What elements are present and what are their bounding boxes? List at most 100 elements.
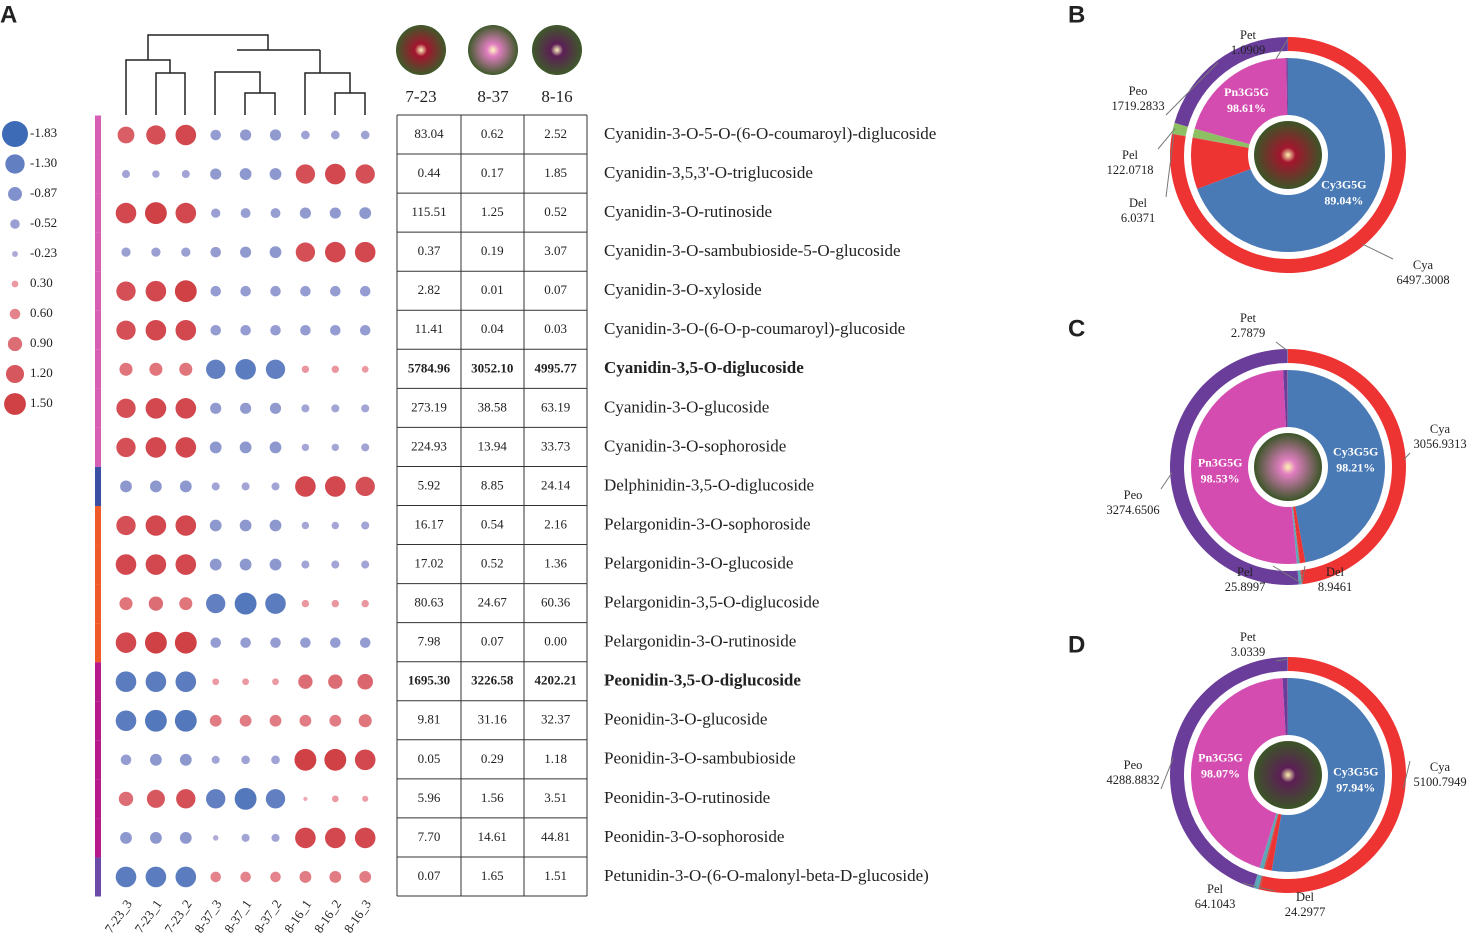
bubble <box>175 437 197 458</box>
table-cell: 7.98 <box>418 634 441 649</box>
bubble <box>354 241 376 263</box>
segment-value: 8.9461 <box>1318 580 1352 594</box>
bubble <box>116 515 136 536</box>
table-cell: 2.52 <box>544 126 567 141</box>
outer-segment <box>1258 875 1264 890</box>
bubble <box>117 126 135 144</box>
compound-name: Peonidin-3-O-rutinoside <box>604 788 770 807</box>
compound-name: Delphinidin-3,5-O-diglucoside <box>604 475 814 494</box>
inner-value: 98.53% <box>1201 472 1240 486</box>
table-cell: 0.37 <box>418 243 441 258</box>
table-cell: 33.73 <box>541 438 570 453</box>
bubble <box>265 593 286 614</box>
bubble <box>325 827 346 849</box>
compound-name: Petunidin-3-O-(6-O-malonyl-beta-D-glucos… <box>604 866 929 885</box>
bubble <box>240 285 251 297</box>
bubble <box>145 866 167 888</box>
compound-name: Cyanidin-3-O-glucoside <box>604 397 769 416</box>
bubble <box>179 362 193 376</box>
bubble <box>331 404 340 413</box>
sample-label: 8-37 <box>477 87 509 106</box>
bubble <box>179 832 192 844</box>
bubble <box>145 280 167 302</box>
bubble <box>299 714 312 727</box>
table-cell: 0.04 <box>481 321 504 336</box>
table-cell: 273.19 <box>411 399 447 414</box>
legend-label: 1.50 <box>30 395 53 410</box>
table-cell: 80.63 <box>414 595 443 610</box>
compound-name: Cyanidin-3-O-(6-O-p-coumaroyl)-glucoside <box>604 319 905 338</box>
legend-bubble <box>10 219 20 229</box>
bubble <box>240 402 252 414</box>
compound-name: Cyanidin-3,5,3'-O-triglucoside <box>604 163 813 182</box>
group-bar <box>95 232 101 272</box>
inner-value: 89.04% <box>1324 194 1363 208</box>
inner-value: 98.07% <box>1201 767 1240 781</box>
bubble <box>211 482 220 491</box>
bubble <box>301 443 310 452</box>
column-label: 8-37_1 <box>221 897 254 935</box>
group-bar <box>95 271 101 311</box>
table-cell: 0.17 <box>481 165 504 180</box>
flower-photo <box>532 25 582 75</box>
bubble <box>149 362 163 376</box>
table-cell: 14.61 <box>478 829 507 844</box>
table-cell: 3.51 <box>544 790 567 805</box>
bubble <box>242 678 249 686</box>
legend-bubble <box>4 393 26 415</box>
bubble <box>270 208 281 219</box>
legend-bubble <box>5 364 25 384</box>
bubble <box>331 560 340 569</box>
bubble <box>299 207 311 219</box>
compound-name: Pelargonidin-3-O-glucoside <box>604 553 793 572</box>
bubble <box>360 130 370 140</box>
segment-value: 6497.3008 <box>1396 273 1449 287</box>
legend-bubble <box>8 187 22 201</box>
bubble <box>270 871 281 883</box>
bubble <box>331 599 339 608</box>
column-label: 8-37_2 <box>251 897 284 935</box>
bubble <box>325 241 346 263</box>
segment-value: 3056.9313 <box>1413 437 1466 451</box>
bubble <box>206 359 226 379</box>
bubble <box>209 519 222 532</box>
outer-segment <box>1169 349 1299 586</box>
compound-name: Cyanidin-3-O-sophoroside <box>604 436 786 455</box>
bubble <box>239 441 252 454</box>
bubble <box>271 833 280 842</box>
bubble <box>211 755 220 764</box>
legend-bubble <box>5 154 25 174</box>
segment-value: 1.0909 <box>1231 43 1265 57</box>
table-cell: 5.92 <box>418 477 441 492</box>
bubble <box>295 164 316 184</box>
table-cell: 60.36 <box>541 595 571 610</box>
bubble <box>150 480 162 493</box>
bubble <box>269 402 282 414</box>
bubble <box>211 208 221 218</box>
segment-value: 64.1043 <box>1195 897 1236 911</box>
bubble <box>176 789 196 809</box>
column-label: 7-23_1 <box>131 897 164 935</box>
bubble <box>212 678 220 686</box>
flower-photo <box>1254 433 1322 501</box>
bubble <box>300 637 311 648</box>
compound-name: Peonidin-3,5-O-diglucoside <box>604 671 801 690</box>
table-cell: 9.81 <box>418 712 441 727</box>
segment-value: 1719.2833 <box>1111 99 1164 113</box>
bubble <box>120 754 132 766</box>
bubble <box>121 247 131 257</box>
bubble <box>325 163 346 185</box>
bubble <box>116 281 136 301</box>
legend-bubble <box>2 121 28 147</box>
bubble <box>295 242 316 262</box>
segment-name: Pel <box>1207 882 1224 896</box>
bubble <box>179 597 193 611</box>
leader-line <box>1160 757 1174 790</box>
bubble <box>118 791 134 807</box>
leader-line <box>1275 658 1288 662</box>
bubble <box>359 871 372 883</box>
bubble <box>115 202 137 224</box>
inner-value: 98.61% <box>1227 101 1266 115</box>
legend-bubble <box>7 336 23 352</box>
table-cell: 24.67 <box>478 595 508 610</box>
